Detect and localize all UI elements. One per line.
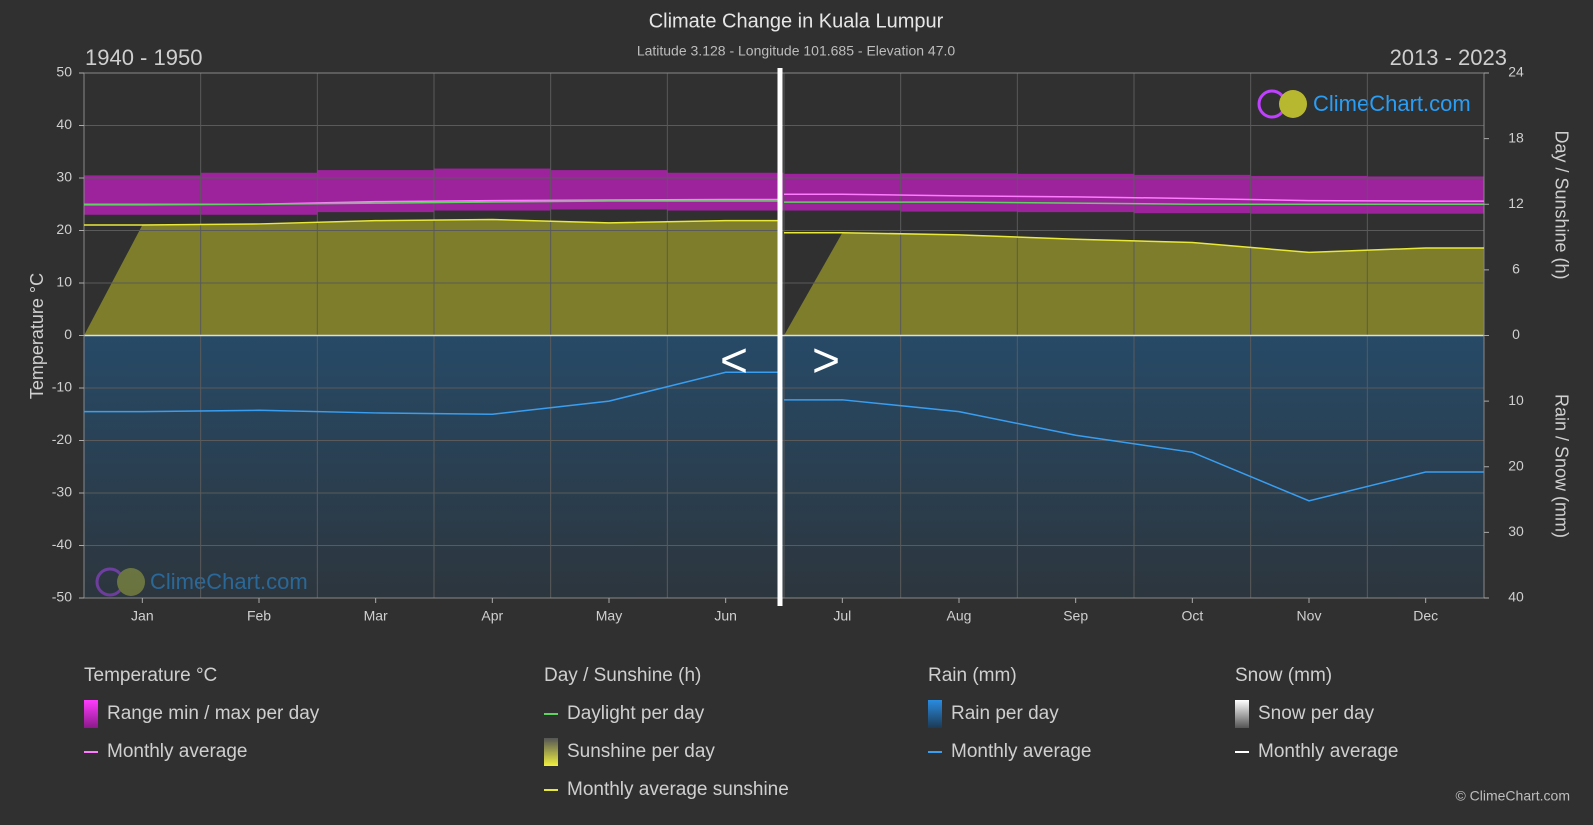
y2-tick-label: 0 <box>1512 326 1520 342</box>
temp-range <box>900 173 1018 212</box>
legend-label: Monthly average sunshine <box>567 779 789 800</box>
y3-tick-label: 30 <box>1508 523 1524 539</box>
legend-title: Rain (mm) <box>928 665 1017 686</box>
series-line <box>84 371 780 416</box>
temp-range <box>317 170 434 213</box>
y-tick-label: -30 <box>52 484 72 500</box>
y3-tick-label: 40 <box>1508 589 1524 605</box>
temp-range <box>1134 174 1251 214</box>
legend-label: Snow per day <box>1258 703 1375 724</box>
y-tick-label: -50 <box>52 589 72 605</box>
y2-tick-label: 18 <box>1508 129 1524 145</box>
legend-label: Rain per day <box>951 703 1059 724</box>
y-tick-label: 10 <box>56 274 72 290</box>
chart-title: Climate Change in Kuala Lumpur <box>649 10 944 32</box>
copyright: © ClimeChart.com <box>1455 788 1570 804</box>
legend-title: Temperature °C <box>84 665 217 686</box>
period-right: 2013 - 2023 <box>1390 45 1507 70</box>
period-left: 1940 - 1950 <box>85 45 202 70</box>
x-tick-label: Oct <box>1181 608 1203 624</box>
x-tick-label: Feb <box>247 608 271 624</box>
temp-range <box>1250 175 1368 214</box>
temp-range <box>1017 173 1134 213</box>
y3-tick-label: 20 <box>1508 457 1524 473</box>
y-tick-label: 0 <box>64 326 72 342</box>
y3-axis-label: Rain / Snow (mm) <box>1551 394 1571 538</box>
x-tick-label: May <box>596 608 622 624</box>
temp-range <box>84 175 201 215</box>
temp-range <box>434 168 551 211</box>
logo-sun <box>1279 90 1307 118</box>
legend-label: Daylight per day <box>567 703 705 724</box>
y-tick-label: 20 <box>56 221 72 237</box>
legend-label: Range min / max per day <box>107 703 320 724</box>
legend-label: Sunshine per day <box>567 741 715 762</box>
y-tick-label: 40 <box>56 116 72 132</box>
legend-label: Monthly average <box>951 741 1091 762</box>
x-tick-label: Jan <box>131 608 154 624</box>
y-tick-label: -20 <box>52 431 72 447</box>
legend-title: Snow (mm) <box>1235 665 1332 686</box>
temp-range <box>667 172 784 211</box>
legend-label: Monthly average <box>1258 741 1398 762</box>
series-line <box>784 193 1484 202</box>
legend-swatch <box>84 700 98 728</box>
sunshine-area <box>84 219 780 336</box>
x-tick-label: Dec <box>1413 608 1438 624</box>
legend-title: Day / Sunshine (h) <box>544 665 701 686</box>
y-tick-label: 50 <box>56 64 72 80</box>
legend-label: Monthly average <box>107 741 247 762</box>
y2-tick-label: 12 <box>1508 195 1524 211</box>
watermark: ClimeChart.com <box>1313 91 1471 116</box>
y-tick-label: -10 <box>52 379 72 395</box>
legend-swatch <box>1235 700 1249 728</box>
series-line <box>84 218 780 226</box>
series-line <box>784 399 1484 502</box>
y-axis-label: Temperature °C <box>27 273 47 399</box>
x-tick-label: Apr <box>481 608 503 624</box>
chart-subtitle: Latitude 3.128 - Longitude 101.685 - Ele… <box>637 43 956 59</box>
x-tick-label: Jun <box>714 608 737 624</box>
series-line <box>784 201 1484 205</box>
x-tick-label: Jul <box>833 608 851 624</box>
series-line <box>84 200 780 205</box>
logo-top: ClimeChart.com <box>1257 89 1471 119</box>
y-tick-label: -40 <box>52 536 72 552</box>
series-line <box>784 231 1484 254</box>
y3-tick-label: 10 <box>1508 392 1524 408</box>
temp-range <box>1367 176 1484 214</box>
x-tick-label: Aug <box>947 608 972 624</box>
y2-axis-label: Day / Sunshine (h) <box>1551 130 1571 279</box>
x-tick-label: Mar <box>364 608 388 624</box>
nav-next[interactable]: > <box>812 335 840 388</box>
temp-range <box>200 172 318 215</box>
y2-tick-label: 24 <box>1508 64 1524 80</box>
legend-swatch <box>928 700 942 728</box>
legend-swatch <box>544 738 558 766</box>
x-tick-label: Sep <box>1063 608 1088 624</box>
y-tick-label: 30 <box>56 169 72 185</box>
x-tick-label: Nov <box>1297 608 1322 624</box>
y2-tick-label: 6 <box>1512 261 1520 277</box>
temp-range <box>550 170 668 210</box>
nav-prev[interactable]: < <box>720 335 748 388</box>
temp-range <box>784 173 901 211</box>
